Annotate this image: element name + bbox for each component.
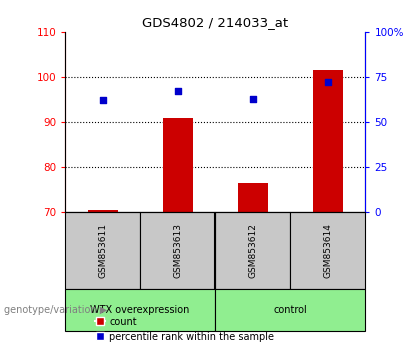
FancyBboxPatch shape: [215, 289, 365, 331]
Point: [249, 96, 256, 102]
Text: control: control: [273, 305, 307, 315]
Legend: count, percentile rank within the sample: count, percentile rank within the sample: [91, 313, 278, 346]
Text: WTX overexpression: WTX overexpression: [90, 305, 190, 315]
Text: GSM853613: GSM853613: [173, 223, 182, 278]
Text: GSM853612: GSM853612: [248, 223, 257, 278]
Point: [325, 80, 331, 85]
FancyBboxPatch shape: [65, 212, 140, 289]
Bar: [313, 70, 343, 212]
FancyBboxPatch shape: [290, 212, 365, 289]
Text: GSM853611: GSM853611: [98, 223, 107, 278]
Point: [99, 98, 106, 103]
Text: genotype/variation ▶: genotype/variation ▶: [4, 305, 108, 315]
Text: GSM853614: GSM853614: [323, 223, 332, 278]
FancyBboxPatch shape: [140, 212, 215, 289]
Title: GDS4802 / 214033_at: GDS4802 / 214033_at: [142, 16, 288, 29]
Bar: [238, 183, 268, 212]
Bar: [88, 210, 118, 212]
Bar: [163, 118, 193, 212]
FancyBboxPatch shape: [65, 289, 215, 331]
FancyBboxPatch shape: [215, 212, 290, 289]
Point: [174, 88, 181, 94]
